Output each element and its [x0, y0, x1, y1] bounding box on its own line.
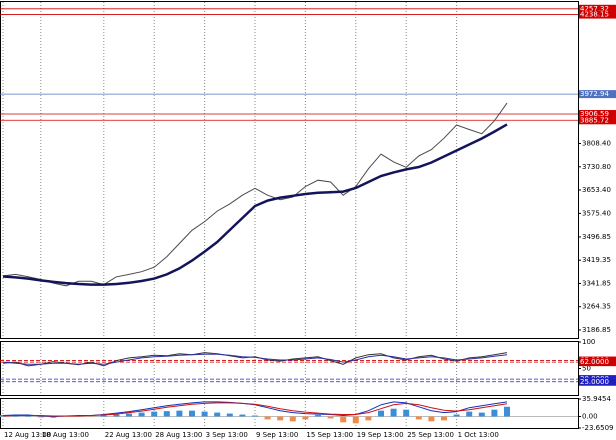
histogram-bar: [163, 411, 170, 417]
level-label: 25.0000: [580, 378, 609, 386]
histogram-bar: [239, 414, 246, 417]
histogram-bar: [302, 416, 309, 420]
y-tick-label: 3341.85: [582, 279, 611, 287]
y-tick-label: 3419.35: [582, 256, 611, 264]
y-tick-label: 3730.80: [582, 163, 611, 171]
histogram-bar: [340, 416, 347, 423]
histogram-bar: [189, 410, 195, 417]
histogram-bar: [365, 416, 372, 421]
level-tag: [579, 358, 616, 367]
level-label: 3906.59: [580, 110, 609, 118]
level-tag: [579, 90, 616, 99]
level-tag: [579, 116, 616, 125]
level-tag: [579, 377, 616, 386]
histogram-bar: [151, 411, 158, 417]
y-tick-label: 3808.40: [582, 139, 611, 147]
histogram-bar: [428, 416, 435, 422]
y-tick-label: 3653.40: [582, 186, 611, 194]
histogram-bar: [352, 416, 359, 424]
histogram-bar: [415, 416, 422, 420]
histogram-bar: [37, 416, 44, 418]
histogram-bar: [478, 412, 485, 417]
histogram-bar: [100, 415, 107, 417]
y-tick-label: 3496.85: [582, 233, 611, 241]
histogram-bar: [289, 416, 296, 422]
y-tick-label: 100: [582, 338, 595, 346]
x-tick-label: 9 Sep 13:00: [256, 431, 298, 439]
x-tick-label: 15 Sep 13:00: [306, 431, 353, 439]
y-tick-label: 0.00: [582, 412, 598, 420]
histogram-bar: [226, 413, 233, 417]
series-line: [2, 102, 508, 287]
x-tick-label: 12 Aug 13:00: [4, 431, 51, 439]
histogram-bar: [201, 411, 208, 417]
x-tick-label: 25 Sep 13:00: [407, 431, 454, 439]
histogram-bar: [113, 414, 120, 417]
x-tick-label: 1 Oct 13:00: [458, 431, 499, 439]
level-label: 62.0000: [580, 358, 609, 366]
x-tick-label: 19 Sep 13:00: [357, 431, 404, 439]
histogram-bar: [327, 416, 334, 419]
histogram-bar: [403, 409, 410, 417]
level-label: 4238.15: [580, 11, 609, 19]
y-tick-label: 50: [582, 365, 591, 373]
histogram-bar: [264, 416, 271, 420]
histogram-bar: [315, 415, 321, 417]
level-label: 3972.94: [580, 90, 609, 98]
histogram-bar: [138, 412, 145, 417]
series-line: [2, 352, 508, 367]
y-tick-label: -23.6509: [582, 424, 613, 432]
histogram-bar: [126, 413, 132, 417]
x-tick-label: 28 Aug 13:00: [155, 431, 202, 439]
histogram-bar: [378, 410, 384, 417]
histogram-bar: [252, 415, 258, 417]
histogram-bar: [277, 416, 284, 421]
level-label: 4257.32: [580, 5, 609, 13]
histogram-bar: [453, 414, 460, 417]
histogram-bar: [441, 416, 447, 421]
panel-frame: [0, 398, 579, 429]
level-label: 3885.72: [580, 116, 609, 124]
histogram-bar: [50, 416, 57, 418]
y-tick-label: 3575.40: [582, 209, 611, 217]
histogram-bar: [176, 410, 183, 417]
histogram-bar: [504, 406, 510, 417]
series-line: [2, 353, 508, 365]
histogram-bar: [25, 415, 32, 417]
histogram-bar: [214, 412, 221, 417]
level-tag: [579, 110, 616, 119]
x-tick-label: 3 Sep 13:00: [206, 431, 248, 439]
histogram-bar: [491, 409, 498, 417]
y-tick-label: 35.9454: [582, 395, 611, 403]
x-tick-label: 22 Aug 13:00: [105, 431, 152, 439]
panel-frame: [0, 1, 579, 339]
x-tick-label: 18 Aug 13:00: [42, 431, 89, 439]
y-tick-label: 3186.85: [582, 326, 611, 334]
histogram-bar: [466, 411, 473, 417]
series-line: [2, 402, 508, 417]
series-line: [2, 123, 508, 286]
histogram-bar: [390, 408, 397, 417]
y-tick-label: 3264.35: [582, 303, 611, 311]
level-tag: [579, 4, 616, 13]
level-tag: [579, 10, 616, 19]
